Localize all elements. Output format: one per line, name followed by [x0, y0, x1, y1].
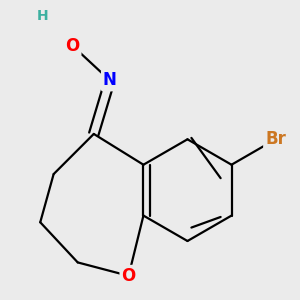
- Text: N: N: [103, 71, 117, 89]
- Text: Br: Br: [265, 130, 286, 148]
- Text: O: O: [122, 267, 136, 285]
- Text: O: O: [65, 37, 80, 55]
- Text: H: H: [37, 9, 49, 23]
